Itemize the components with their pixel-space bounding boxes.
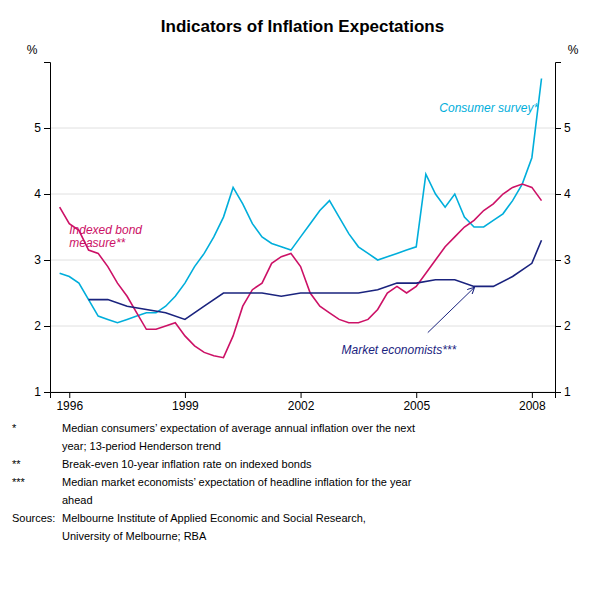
y2-axis-line: [556, 63, 562, 393]
y-tick-label: 3: [34, 253, 41, 267]
grid-line: [50, 128, 555, 129]
y2-tick-label: 3: [564, 253, 571, 267]
y2-tick-label: 2: [564, 319, 571, 333]
title: Indicators of Inflation Expectations: [161, 17, 444, 36]
texts: Indicators of Inflation Expectations%% Co…: [12, 17, 579, 542]
y-tick-mark: [44, 194, 50, 195]
x-tick-label: 2005: [403, 399, 430, 413]
grid-line: [50, 194, 555, 195]
grid-line: [50, 260, 555, 261]
x-tick-label: 1996: [56, 399, 83, 413]
footnote-symbol: Sources:: [12, 512, 55, 524]
series-label: Indexed bondmeasure**: [69, 223, 142, 250]
x-tick-mark: [532, 392, 533, 398]
series-label-line: Indexed bond: [69, 223, 142, 237]
y2-tick: 5: [555, 121, 571, 135]
x-axis: 1996 1999 2002 2005 2008: [51, 392, 556, 413]
footnote-text: Break-even 10-year inflation rate on ind…: [62, 458, 312, 470]
y-tick: 2: [34, 319, 50, 333]
series-label-line: Market economists***: [342, 343, 457, 357]
y-axis-title: %: [27, 43, 38, 57]
series-label-line: Consumer survey*: [439, 101, 538, 115]
x-tick: 2008: [519, 392, 546, 413]
y-tick-label: 4: [34, 187, 41, 201]
y2-tick-label: 4: [564, 187, 571, 201]
y-tick-mark: [44, 260, 50, 261]
x-tick: 1999: [172, 392, 199, 413]
y-tick-mark: [44, 392, 50, 393]
series-line: [60, 184, 542, 358]
x-tick: 2005: [403, 392, 430, 413]
footnote-symbol: ***: [12, 476, 26, 488]
y-axis: 1 2 3 4 5: [34, 63, 50, 400]
annotation-arrow: [428, 288, 474, 333]
y2-tick-label: 5: [564, 121, 571, 135]
x-tick: 1996: [56, 392, 83, 413]
y2-tick: 2: [555, 319, 571, 333]
y-tick-label: 1: [34, 385, 41, 399]
chart: 199619992002200520081234512345Indicators…: [0, 0, 605, 599]
plot-area: [60, 79, 542, 358]
x-tick: 2002: [288, 392, 315, 413]
y-tick-mark: [44, 128, 50, 129]
y2-axis-title: %: [568, 43, 579, 57]
y2-tick: 4: [555, 187, 571, 201]
series-line: [60, 79, 542, 323]
series-label: Consumer survey*: [439, 101, 538, 115]
footnote-symbol: *: [12, 422, 17, 434]
series-line: [89, 240, 542, 319]
y2-tick: 1: [555, 385, 571, 399]
x-tick-mark: [301, 392, 302, 398]
y-tick: 1: [34, 385, 50, 399]
y2-tick-mark: [555, 128, 561, 129]
footnote-symbol: **: [12, 458, 21, 470]
y-axis-line: [44, 63, 51, 393]
series-label-line: measure**: [69, 236, 125, 250]
y2-tick-label: 1: [564, 385, 571, 399]
y-tick-mark: [44, 326, 50, 327]
x-tick-mark: [185, 392, 186, 398]
y2-tick-mark: [555, 194, 561, 195]
footnote-text: ahead: [62, 494, 93, 506]
x-tick-label: 1999: [172, 399, 199, 413]
footnote-text: Median consumers’ expectation of average…: [62, 422, 415, 434]
footnote-text: Median market economists’ expectation of…: [62, 476, 412, 488]
x-tick-label: 2002: [288, 399, 315, 413]
y-tick-label: 2: [34, 319, 41, 333]
y2-tick-mark: [555, 326, 561, 327]
series-label: Market economists***: [342, 343, 457, 357]
y-tick: 4: [34, 187, 50, 201]
x-tick-mark: [69, 392, 70, 398]
grid: [50, 128, 555, 392]
footnote-text: Melbourne Institute of Applied Economic …: [62, 512, 366, 524]
y-tick: 5: [34, 121, 50, 135]
y-tick-label: 5: [34, 121, 41, 135]
y2-tick: 3: [555, 253, 571, 267]
footnote-text: year; 13-period Henderson trend: [62, 440, 221, 452]
x-axis-line: [51, 393, 556, 399]
y2-axis: 1 2 3 4 5: [555, 63, 571, 400]
x-tick-label: 2008: [519, 399, 546, 413]
y-tick: 3: [34, 253, 50, 267]
y2-tick-mark: [555, 260, 561, 261]
footnote-text: University of Melbourne; RBA: [62, 530, 207, 542]
x-tick-mark: [416, 392, 417, 398]
grid-line: [50, 326, 555, 327]
y2-tick-mark: [555, 392, 561, 393]
